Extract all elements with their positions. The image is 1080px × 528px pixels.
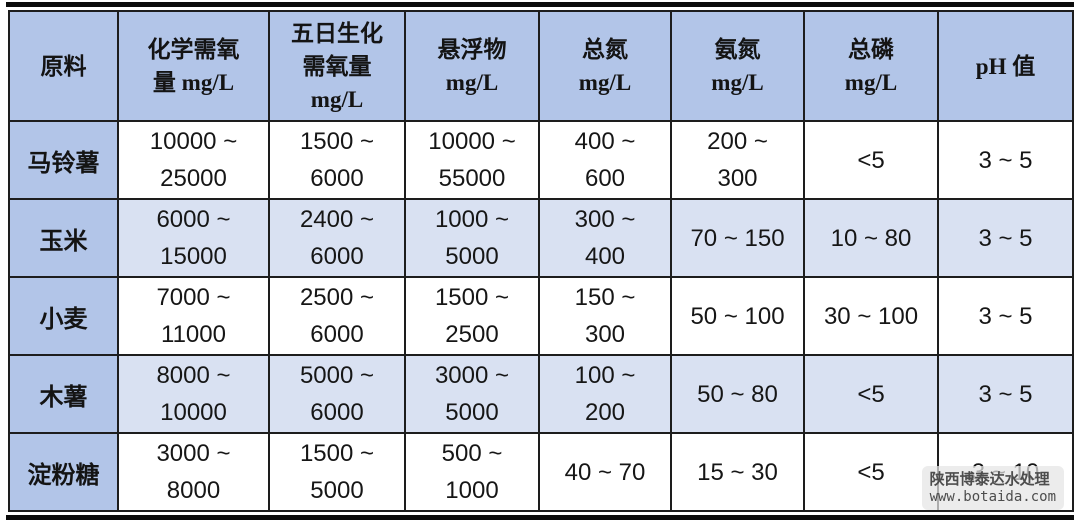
table-top-rule	[6, 2, 1074, 7]
cell-starch-sugar-ph: 3 ~ 10	[937, 432, 1074, 512]
table-row-starch-sugar: 淀粉糖 3000 ~ 8000 1500 ~ 5000 500 ~ 1000 4…	[8, 432, 1074, 512]
cell-corn-ss: 1000 ~ 5000	[404, 198, 540, 278]
cell-wheat-cod: 7000 ~ 11000	[117, 276, 270, 356]
cell-wheat-tn: 150 ~ 300	[538, 276, 672, 356]
col-header-ammonia-nitrogen: 氨氮 mg/L	[670, 10, 805, 122]
cell-potato-tn: 400 ~ 600	[538, 120, 672, 200]
row-label-starch-sugar: 淀粉糖	[8, 432, 119, 512]
table-row-cassava: 木薯 8000 ~ 10000 5000 ~ 6000 3000 ~ 5000 …	[8, 354, 1074, 434]
cell-cassava-cod: 8000 ~ 10000	[117, 354, 270, 434]
table-bottom-rule	[6, 515, 1074, 520]
row-label-cassava: 木薯	[8, 354, 119, 434]
row-label-wheat: 小麦	[8, 276, 119, 356]
cell-wheat-bod5: 2500 ~ 6000	[268, 276, 406, 356]
col-header-suspended-solids: 悬浮物 mg/L	[404, 10, 540, 122]
col-header-ph: pH 值	[937, 10, 1074, 122]
cell-corn-bod5: 2400 ~ 6000	[268, 198, 406, 278]
cell-cassava-tn: 100 ~ 200	[538, 354, 672, 434]
cell-corn-ph: 3 ~ 5	[937, 198, 1074, 278]
cell-wheat-nh3n: 50 ~ 100	[670, 276, 805, 356]
cell-cassava-nh3n: 50 ~ 80	[670, 354, 805, 434]
cell-starch-sugar-bod5: 1500 ~ 5000	[268, 432, 406, 512]
header-row: 原料 化学需氧 量 mg/L 五日生化 需氧量 mg/L 悬浮物 mg/L 总氮…	[8, 10, 1074, 122]
cell-starch-sugar-nh3n: 15 ~ 30	[670, 432, 805, 512]
cell-potato-ss: 10000 ~ 55000	[404, 120, 540, 200]
cell-corn-tn: 300 ~ 400	[538, 198, 672, 278]
table-row-corn: 玉米 6000 ~ 15000 2400 ~ 6000 1000 ~ 5000 …	[8, 198, 1074, 278]
cell-potato-tp: <5	[803, 120, 939, 200]
cell-potato-cod: 10000 ~ 25000	[117, 120, 270, 200]
row-label-corn: 玉米	[8, 198, 119, 278]
cell-corn-cod: 6000 ~ 15000	[117, 198, 270, 278]
cell-corn-nh3n: 70 ~ 150	[670, 198, 805, 278]
cell-potato-bod5: 1500 ~ 6000	[268, 120, 406, 200]
cell-cassava-ph: 3 ~ 5	[937, 354, 1074, 434]
cell-corn-tp: 10 ~ 80	[803, 198, 939, 278]
cell-potato-nh3n: 200 ~ 300	[670, 120, 805, 200]
cell-wheat-ss: 1500 ~ 2500	[404, 276, 540, 356]
cell-cassava-tp: <5	[803, 354, 939, 434]
cell-starch-sugar-ss: 500 ~ 1000	[404, 432, 540, 512]
col-header-cod: 化学需氧 量 mg/L	[117, 10, 270, 122]
table-row-wheat: 小麦 7000 ~ 11000 2500 ~ 6000 1500 ~ 2500 …	[8, 276, 1074, 356]
col-header-raw-material: 原料	[8, 10, 119, 122]
col-header-total-phosphorus: 总磷 mg/L	[803, 10, 939, 122]
cell-potato-ph: 3 ~ 5	[937, 120, 1074, 200]
cell-starch-sugar-tp: <5	[803, 432, 939, 512]
col-header-bod5: 五日生化 需氧量 mg/L	[268, 10, 406, 122]
cell-cassava-bod5: 5000 ~ 6000	[268, 354, 406, 434]
cell-cassava-ss: 3000 ~ 5000	[404, 354, 540, 434]
cell-wheat-tp: 30 ~ 100	[803, 276, 939, 356]
cell-wheat-ph: 3 ~ 5	[937, 276, 1074, 356]
cell-starch-sugar-tn: 40 ~ 70	[538, 432, 672, 512]
row-label-potato: 马铃薯	[8, 120, 119, 200]
wastewater-parameters-table: 原料 化学需氧 量 mg/L 五日生化 需氧量 mg/L 悬浮物 mg/L 总氮…	[8, 10, 1074, 512]
table-row-potato: 马铃薯 10000 ~ 25000 1500 ~ 6000 10000 ~ 55…	[8, 120, 1074, 200]
cell-starch-sugar-cod: 3000 ~ 8000	[117, 432, 270, 512]
col-header-total-nitrogen: 总氮 mg/L	[538, 10, 672, 122]
